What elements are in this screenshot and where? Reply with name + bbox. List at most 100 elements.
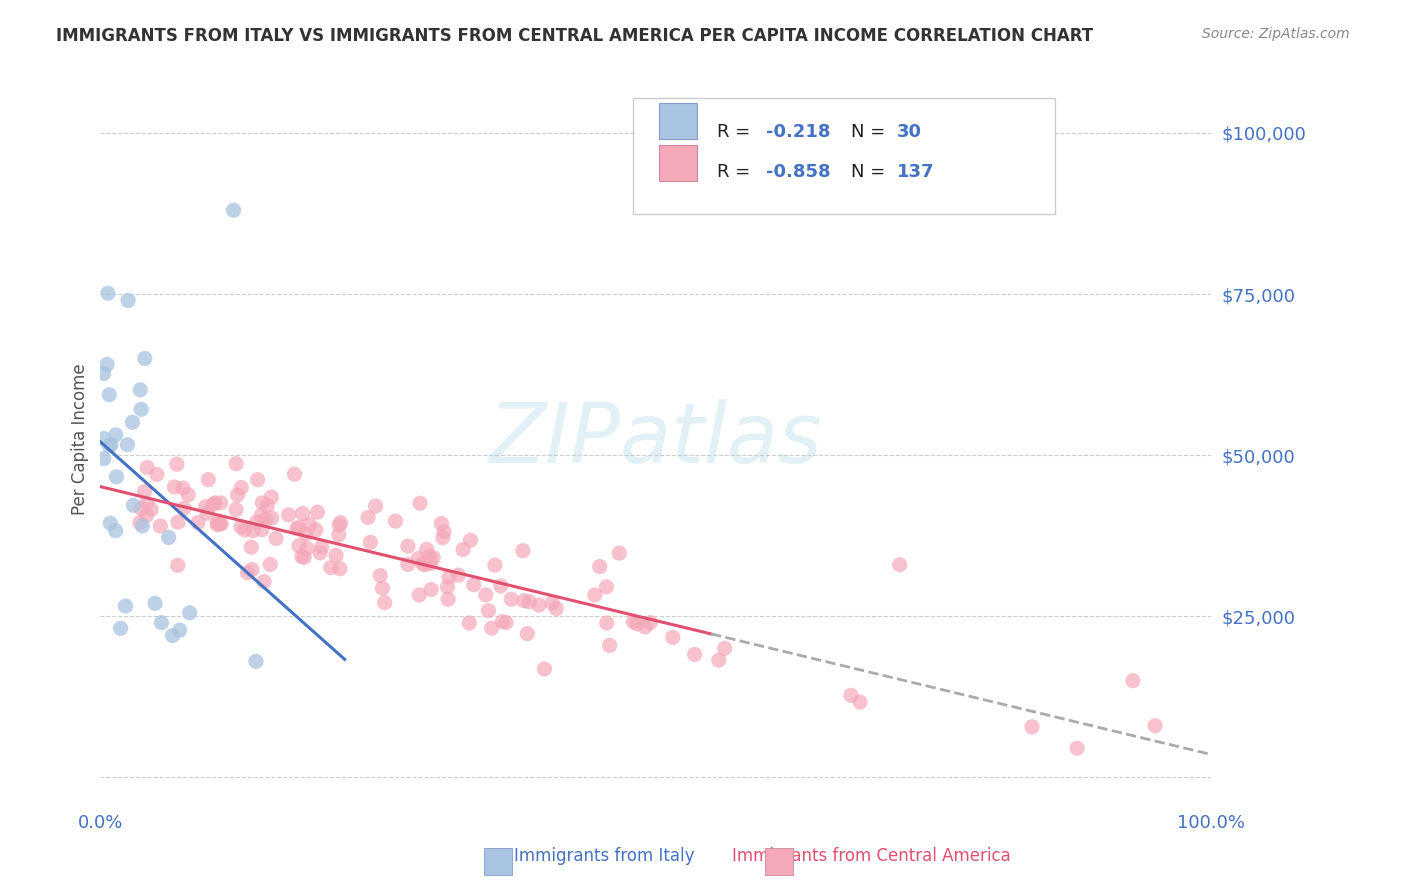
Immigrants from Central America — [495, 615, 517, 630]
Immigrants from Central America — [309, 546, 332, 560]
Immigrants from Central America — [233, 523, 256, 537]
Immigrants from Central America — [134, 484, 156, 499]
Immigrants from Central America — [311, 540, 333, 554]
Immigrants from Central America — [419, 557, 441, 571]
Immigrants from Italy — [222, 203, 245, 218]
Immigrants from Central America — [292, 550, 315, 565]
Immigrants from Central America — [415, 542, 437, 557]
Immigrants from Central America — [252, 496, 274, 510]
Immigrants from Central America — [242, 524, 264, 538]
Immigrants from Central America — [260, 511, 283, 525]
Immigrants from Central America — [231, 481, 253, 495]
Text: -0.858: -0.858 — [766, 163, 831, 181]
Immigrants from Central America — [422, 550, 444, 565]
Immigrants from Central America — [409, 496, 432, 510]
Immigrants from Central America — [533, 662, 555, 676]
Immigrants from Central America — [207, 516, 229, 530]
Immigrants from Italy — [117, 293, 139, 308]
Immigrants from Central America — [384, 514, 406, 528]
Immigrants from Central America — [1066, 741, 1088, 756]
Immigrants from Central America — [250, 508, 273, 523]
Immigrants from Central America — [357, 510, 380, 524]
Immigrants from Central America — [474, 588, 496, 602]
Immigrants from Central America — [368, 568, 391, 582]
Immigrants from Central America — [288, 539, 311, 553]
Immigrants from Central America — [197, 473, 219, 487]
Immigrants from Central America — [595, 580, 617, 594]
Immigrants from Central America — [1021, 720, 1043, 734]
Immigrants from Central America — [167, 515, 190, 529]
Text: R =: R = — [717, 123, 756, 141]
Immigrants from Central America — [607, 546, 630, 560]
Immigrants from Central America — [295, 541, 318, 556]
Immigrants from Central America — [253, 574, 276, 589]
Immigrants from Central America — [291, 507, 314, 521]
Immigrants from Central America — [225, 502, 247, 516]
Immigrants from Central America — [477, 604, 499, 618]
Immigrants from Central America — [599, 639, 621, 653]
Immigrants from Central America — [166, 558, 188, 573]
Immigrants from Central America — [484, 558, 506, 572]
Immigrants from Central America — [225, 457, 247, 471]
Immigrants from Italy — [129, 402, 152, 417]
Immigrants from Central America — [662, 631, 685, 645]
Immigrants from Central America — [546, 601, 568, 615]
Immigrants from Central America — [202, 498, 225, 512]
Immigrants from Central America — [889, 558, 911, 572]
Immigrants from Central America — [136, 460, 159, 475]
Immigrants from Central America — [141, 502, 163, 516]
Immigrants from Central America — [163, 480, 186, 494]
Immigrants from Central America — [437, 570, 460, 584]
Immigrants from Central America — [209, 496, 232, 510]
Immigrants from Central America — [463, 577, 485, 591]
Immigrants from Central America — [501, 592, 523, 607]
Immigrants from Central America — [839, 688, 862, 702]
Immigrants from Italy — [93, 451, 115, 466]
Immigrants from Central America — [1144, 719, 1167, 733]
Immigrants from Central America — [406, 551, 429, 566]
Immigrants from Italy — [93, 432, 115, 446]
Immigrants from Central America — [291, 549, 314, 564]
Immigrants from Central America — [460, 533, 482, 548]
Immigrants from Central America — [260, 490, 283, 504]
Immigrants from Central America — [329, 561, 352, 575]
Immigrants from Italy — [131, 519, 153, 533]
Immigrants from Central America — [298, 517, 321, 532]
Immigrants from Central America — [1122, 673, 1144, 688]
Immigrants from Central America — [374, 596, 396, 610]
Immigrants from Central America — [430, 516, 453, 531]
Immigrants from Central America — [328, 518, 350, 533]
Immigrants from Italy — [98, 388, 121, 402]
Immigrants from Italy — [179, 606, 201, 620]
Immigrants from Italy — [129, 383, 152, 397]
Text: IMMIGRANTS FROM ITALY VS IMMIGRANTS FROM CENTRAL AMERICA PER CAPITA INCOME CORRE: IMMIGRANTS FROM ITALY VS IMMIGRANTS FROM… — [56, 27, 1094, 45]
Immigrants from Italy — [117, 438, 139, 452]
Immigrants from Central America — [451, 542, 474, 557]
Immigrants from Central America — [283, 467, 305, 482]
Immigrants from Central America — [254, 512, 277, 526]
Immigrants from Central America — [172, 481, 194, 495]
Immigrants from Central America — [849, 695, 872, 709]
Immigrants from Central America — [589, 559, 612, 574]
Immigrants from Central America — [187, 516, 209, 530]
Immigrants from Central America — [634, 620, 657, 634]
Immigrants from Central America — [264, 532, 287, 546]
Text: N =: N = — [851, 163, 890, 181]
Immigrants from Central America — [418, 549, 440, 564]
Text: Source: ZipAtlas.com: Source: ZipAtlas.com — [1202, 27, 1350, 41]
Immigrants from Central America — [683, 648, 706, 662]
Immigrants from Central America — [208, 516, 231, 531]
Immigrants from Central America — [433, 524, 456, 539]
Immigrants from Central America — [285, 522, 308, 536]
Immigrants from Central America — [256, 499, 278, 513]
Immigrants from Central America — [359, 535, 381, 549]
Immigrants from Italy — [98, 516, 121, 530]
Immigrants from Central America — [146, 467, 169, 482]
Immigrants from Central America — [412, 557, 434, 571]
Immigrants from Italy — [157, 531, 180, 545]
Immigrants from Central America — [328, 528, 350, 542]
Immigrants from Central America — [623, 615, 645, 629]
Immigrants from Central America — [489, 579, 512, 593]
Immigrants from Central America — [707, 653, 730, 667]
Immigrants from Central America — [396, 539, 419, 553]
